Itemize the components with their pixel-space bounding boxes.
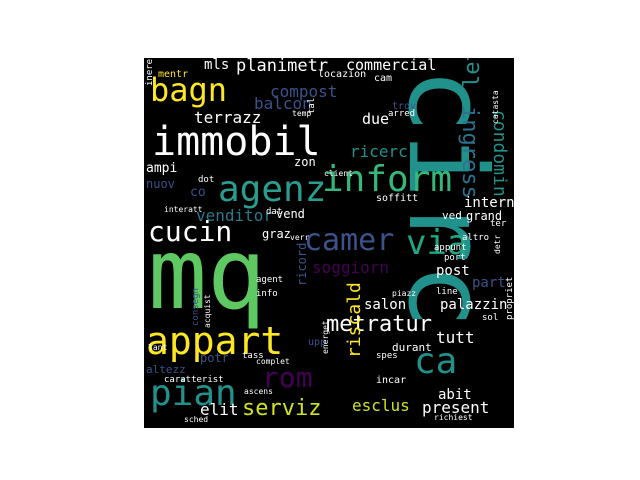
word: agent: [256, 275, 284, 285]
word: bagn: [150, 71, 228, 109]
word: locazion: [318, 69, 367, 80]
word: post: [436, 263, 470, 279]
word: altezz: [146, 363, 186, 376]
word: vend: [276, 207, 305, 221]
word: propriet: [505, 276, 514, 320]
word: due: [362, 110, 390, 128]
word: letto: [460, 58, 485, 88]
word: dat: [266, 207, 283, 217]
word: ampi: [146, 161, 178, 176]
word: client: [324, 169, 353, 178]
word: camer: [304, 223, 395, 258]
word: zon: [294, 155, 316, 169]
word: grand: [466, 209, 503, 223]
word: catasta: [491, 90, 500, 124]
word: commercial: [346, 58, 437, 74]
word: esclus: [352, 396, 410, 415]
word: complet: [256, 357, 290, 366]
word: elit: [200, 400, 239, 419]
word: planimetr: [236, 58, 329, 76]
word: acquist: [203, 294, 212, 328]
word: incar: [376, 375, 407, 386]
word: appart: [146, 319, 284, 363]
word: nuov: [146, 177, 175, 191]
word: temp: [292, 109, 312, 118]
word: trov: [392, 101, 417, 112]
word: line: [436, 287, 458, 297]
word: richiest: [434, 413, 473, 422]
word: palazzin: [440, 297, 508, 313]
word: serviz: [242, 396, 322, 421]
word: agenz: [218, 169, 327, 210]
word: ricord: [295, 242, 309, 286]
word-cloud: mq circ immobil agenz inform appart pian…: [144, 58, 514, 428]
word: mq: [148, 218, 267, 332]
word: energet: [321, 320, 330, 354]
word: tal: [307, 97, 317, 114]
word: co: [190, 185, 206, 200]
word: metratur: [326, 312, 432, 337]
word: soggiorn: [312, 258, 390, 277]
word: mentr: [158, 69, 189, 80]
word: graz: [262, 227, 291, 241]
word: ved: [442, 209, 462, 222]
word: lant: [148, 343, 168, 352]
word: part: [472, 275, 506, 291]
word: cam: [374, 73, 393, 84]
word: sol: [482, 313, 499, 323]
word: riscald: [344, 282, 365, 358]
word: pian: [150, 373, 237, 414]
word: terrazz: [194, 108, 262, 127]
word: piazz: [392, 289, 417, 298]
word: inform: [322, 159, 453, 200]
word: spes: [376, 351, 398, 361]
word: ingress: [457, 106, 482, 199]
word: inerent: [145, 58, 155, 86]
word: verr: [290, 233, 310, 242]
word: ter: [490, 219, 507, 229]
word: upp: [308, 337, 327, 348]
word: interatt: [164, 205, 203, 214]
word: detr: [493, 234, 502, 254]
word: caratterist: [164, 375, 224, 385]
word: dot: [198, 175, 215, 185]
word: abit: [438, 387, 472, 403]
word: durant: [392, 341, 432, 354]
word: tass: [242, 351, 264, 361]
word: present: [422, 398, 490, 417]
word: arred: [388, 109, 416, 119]
word: intern: [464, 195, 514, 211]
word: salon: [364, 297, 407, 313]
word: info: [256, 289, 278, 299]
word: ascens: [244, 387, 273, 396]
word: via: [406, 223, 468, 263]
word: mls: [204, 58, 230, 73]
word: balcon: [254, 94, 312, 113]
word: sched: [184, 415, 209, 424]
word: immobil: [152, 119, 321, 165]
word: venditor: [196, 206, 274, 225]
word: port: [444, 253, 466, 263]
word: cucin: [148, 215, 233, 248]
word: ricerc: [350, 142, 408, 161]
word: soffitt: [376, 193, 419, 204]
word: altro: [462, 233, 490, 243]
word: ca: [414, 341, 458, 382]
word: consegn: [191, 288, 201, 326]
word: compost: [270, 82, 338, 101]
word: potr: [200, 351, 229, 365]
word: appunt: [434, 243, 467, 253]
word: rom: [262, 361, 313, 394]
word: tutt: [436, 328, 475, 347]
